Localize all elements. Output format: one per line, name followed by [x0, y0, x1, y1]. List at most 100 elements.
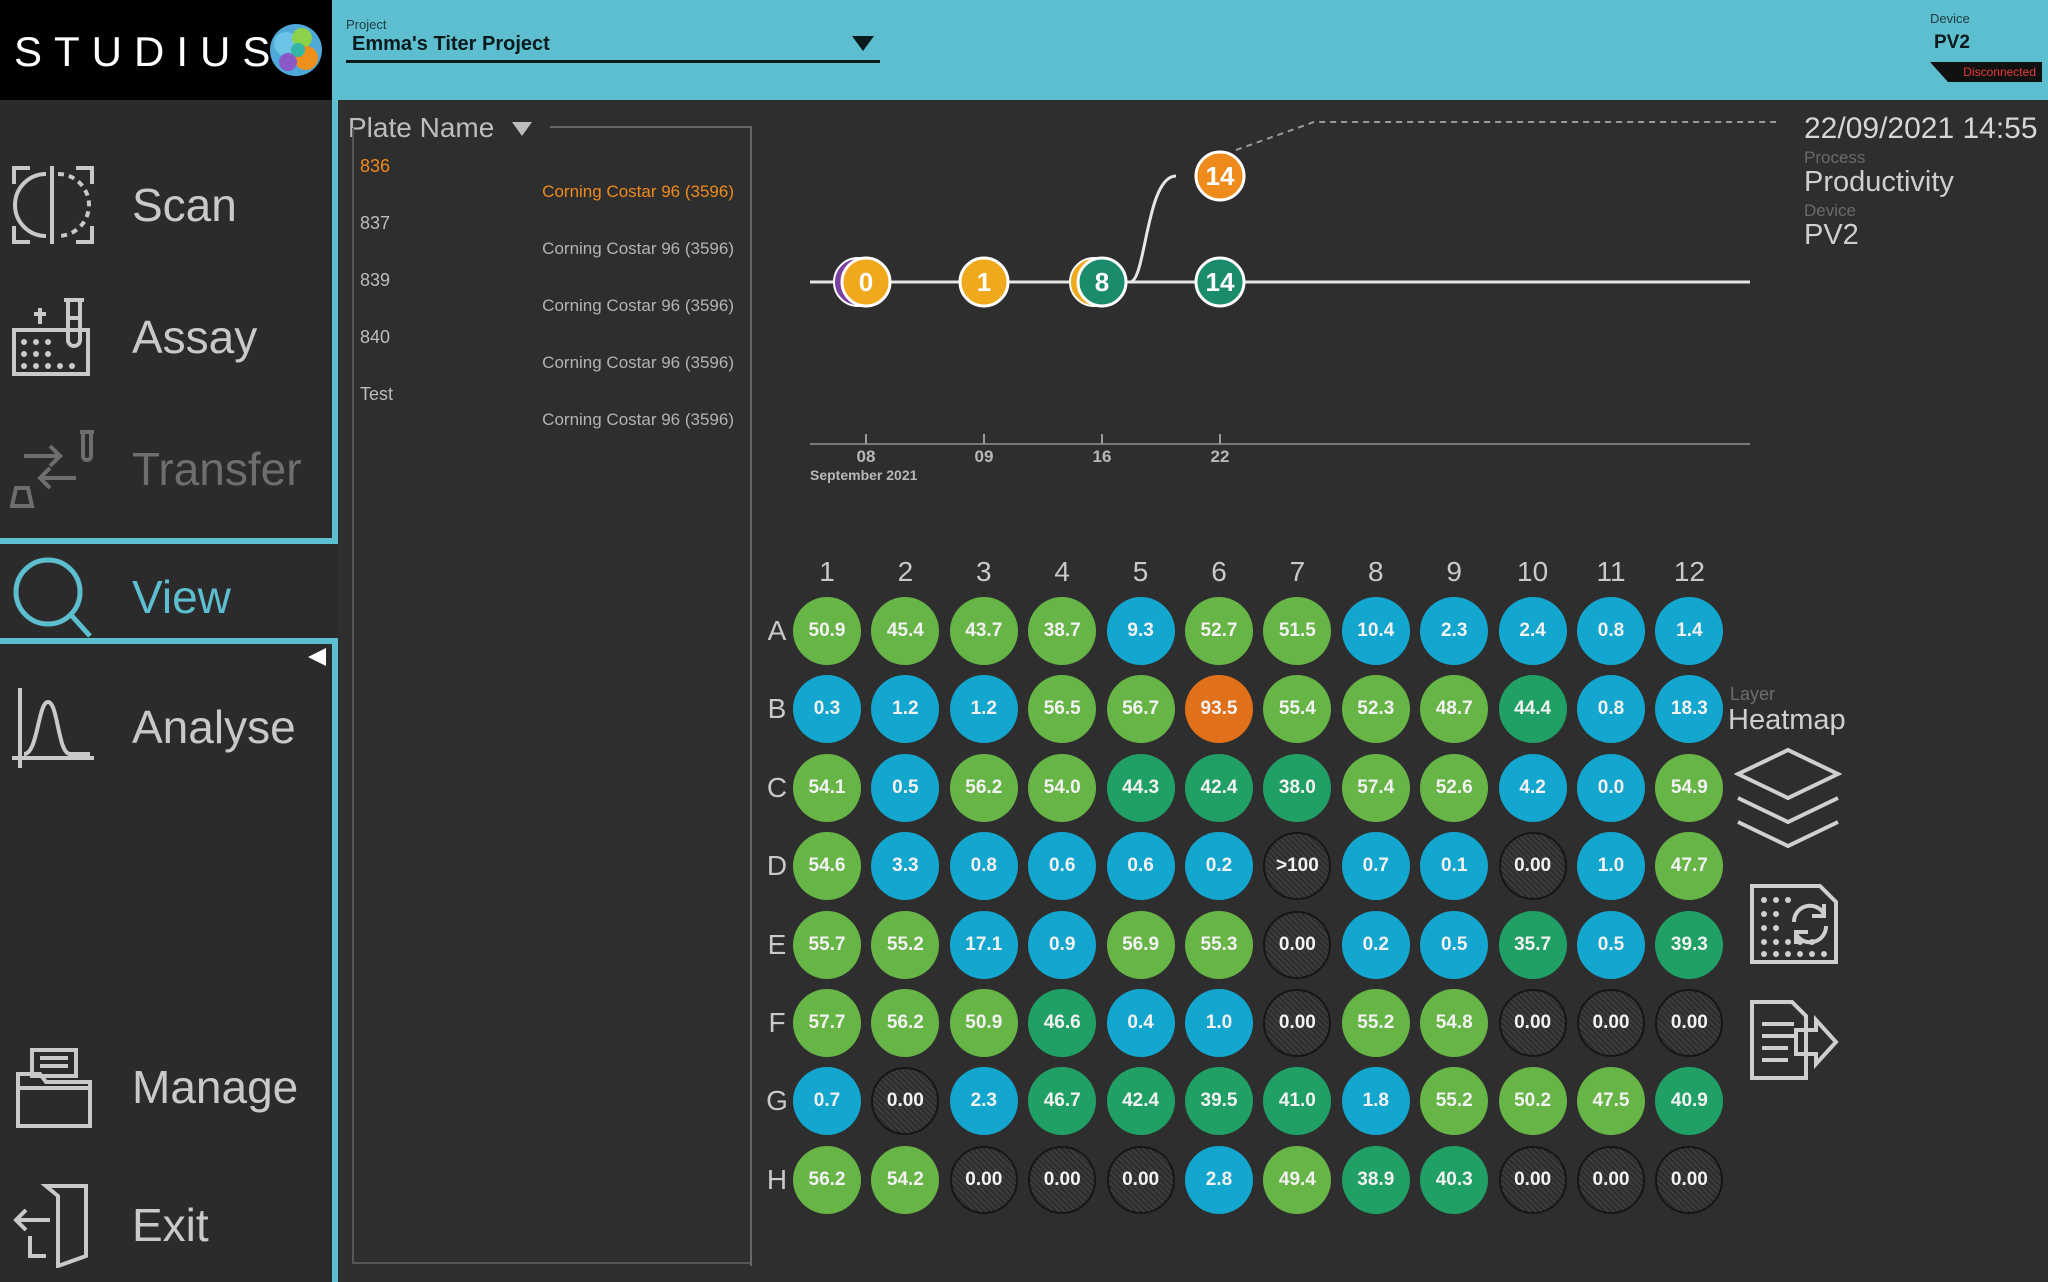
well-C2[interactable]: 0.5: [871, 753, 940, 822]
well-B11[interactable]: 0.8: [1577, 675, 1645, 744]
well-H11[interactable]: 0.00: [1577, 1145, 1645, 1214]
well-B7[interactable]: 55.4: [1263, 675, 1332, 744]
well-A5[interactable]: 9.3: [1106, 597, 1175, 665]
well-D3[interactable]: 0.8: [949, 832, 1018, 901]
well-A8[interactable]: 10.4: [1341, 597, 1410, 665]
well-D2[interactable]: 3.3: [871, 832, 940, 901]
well-H10[interactable]: 0.00: [1498, 1145, 1567, 1214]
well-F6[interactable]: 1.0: [1185, 989, 1253, 1057]
plate-list-item[interactable]: 840 Corning Costar 96 (3596): [360, 327, 740, 384]
well-A7[interactable]: 51.5: [1263, 597, 1332, 665]
well-E8[interactable]: 0.2: [1341, 910, 1410, 979]
well-G7[interactable]: 41.0: [1263, 1067, 1332, 1136]
well-G12[interactable]: 40.9: [1655, 1067, 1724, 1136]
plate-list-item[interactable]: 837 Corning Costar 96 (3596): [360, 213, 740, 270]
well-A2[interactable]: 45.4: [871, 597, 940, 665]
well-E11[interactable]: 0.5: [1577, 910, 1645, 979]
well-E3[interactable]: 17.1: [949, 910, 1018, 979]
well-E5[interactable]: 56.9: [1106, 910, 1175, 979]
timeline-marker[interactable]: 1: [958, 256, 1010, 308]
well-F8[interactable]: 55.2: [1341, 989, 1410, 1057]
plate-list-item[interactable]: 839 Corning Costar 96 (3596): [360, 270, 740, 327]
well-E12[interactable]: 39.3: [1655, 910, 1724, 979]
well-A12[interactable]: 1.4: [1655, 597, 1724, 665]
well-G5[interactable]: 42.4: [1106, 1067, 1175, 1136]
sidebar-item-analyse[interactable]: Analyse: [0, 662, 332, 782]
well-H9[interactable]: 40.3: [1420, 1145, 1489, 1214]
well-E2[interactable]: 55.2: [871, 910, 940, 979]
well-C3[interactable]: 56.2: [949, 753, 1018, 822]
well-D10[interactable]: 0.00: [1498, 832, 1567, 901]
sidebar-item-manage[interactable]: Manage: [0, 1022, 332, 1142]
well-C9[interactable]: 52.6: [1420, 753, 1489, 822]
well-G9[interactable]: 55.2: [1420, 1067, 1489, 1136]
export-report-icon[interactable]: [1748, 998, 1840, 1082]
well-F3[interactable]: 50.9: [949, 989, 1018, 1057]
well-H2[interactable]: 54.2: [871, 1145, 940, 1214]
well-C5[interactable]: 44.3: [1106, 753, 1175, 822]
sidebar-item-scan[interactable]: Scan: [0, 140, 332, 260]
well-B1[interactable]: 0.3: [793, 675, 861, 744]
well-A6[interactable]: 52.7: [1185, 597, 1253, 665]
collapse-arrow-icon[interactable]: [308, 648, 326, 666]
well-B2[interactable]: 1.2: [871, 675, 940, 744]
plate-list-item[interactable]: 836 Corning Costar 96 (3596): [360, 156, 740, 213]
well-F12[interactable]: 0.00: [1655, 989, 1724, 1057]
well-D1[interactable]: 54.6: [793, 832, 861, 901]
well-A9[interactable]: 2.3: [1420, 597, 1489, 665]
well-E6[interactable]: 55.3: [1185, 910, 1253, 979]
well-B3[interactable]: 1.2: [949, 675, 1018, 744]
well-H4[interactable]: 0.00: [1028, 1145, 1097, 1214]
well-D11[interactable]: 1.0: [1577, 832, 1645, 901]
well-C11[interactable]: 0.0: [1577, 753, 1645, 822]
well-F9[interactable]: 54.8: [1420, 989, 1489, 1057]
well-F5[interactable]: 0.4: [1106, 989, 1175, 1057]
well-B5[interactable]: 56.7: [1106, 675, 1175, 744]
well-G6[interactable]: 39.5: [1185, 1067, 1253, 1136]
sidebar-item-assay[interactable]: Assay: [0, 272, 332, 392]
well-H5[interactable]: 0.00: [1106, 1145, 1175, 1214]
well-C12[interactable]: 54.9: [1655, 753, 1724, 822]
well-F4[interactable]: 46.6: [1028, 989, 1097, 1057]
well-H8[interactable]: 38.9: [1341, 1145, 1410, 1214]
well-F11[interactable]: 0.00: [1577, 989, 1645, 1057]
timeline-marker[interactable]: 14: [1194, 150, 1246, 202]
plate-name-header[interactable]: Plate Name: [348, 112, 495, 143]
well-D7[interactable]: >100: [1263, 832, 1332, 901]
well-H12[interactable]: 0.00: [1655, 1145, 1724, 1214]
layer-value[interactable]: Heatmap: [1728, 704, 1846, 736]
well-B6[interactable]: 93.5: [1185, 675, 1253, 744]
well-A3[interactable]: 43.7: [949, 597, 1018, 665]
well-C6[interactable]: 42.4: [1185, 753, 1253, 822]
well-B8[interactable]: 52.3: [1341, 675, 1410, 744]
well-B12[interactable]: 18.3: [1655, 675, 1724, 744]
well-F2[interactable]: 56.2: [871, 989, 940, 1057]
well-F7[interactable]: 0.00: [1263, 989, 1332, 1057]
well-G3[interactable]: 2.3: [949, 1067, 1018, 1136]
well-G4[interactable]: 46.7: [1028, 1067, 1097, 1136]
well-E7[interactable]: 0.00: [1263, 910, 1332, 979]
sidebar-item-exit[interactable]: Exit: [0, 1160, 332, 1280]
device-value[interactable]: PV2: [1934, 32, 1970, 53]
well-E4[interactable]: 0.9: [1028, 910, 1097, 979]
well-G8[interactable]: 1.8: [1341, 1067, 1410, 1136]
well-G11[interactable]: 47.5: [1577, 1067, 1645, 1136]
well-B4[interactable]: 56.5: [1028, 675, 1097, 744]
well-A10[interactable]: 2.4: [1498, 597, 1567, 665]
timeline-marker[interactable]: 8: [1069, 256, 1128, 308]
well-H1[interactable]: 56.2: [793, 1145, 861, 1214]
well-C8[interactable]: 57.4: [1341, 753, 1410, 822]
sort-caret-icon[interactable]: [512, 122, 532, 136]
well-E9[interactable]: 0.5: [1420, 910, 1489, 979]
well-C7[interactable]: 38.0: [1263, 753, 1332, 822]
well-D12[interactable]: 47.7: [1655, 832, 1724, 901]
well-G2[interactable]: 0.00: [871, 1067, 940, 1136]
well-C4[interactable]: 54.0: [1028, 753, 1097, 822]
well-C10[interactable]: 4.2: [1498, 753, 1567, 822]
well-B10[interactable]: 44.4: [1498, 675, 1567, 744]
well-A4[interactable]: 38.7: [1028, 597, 1097, 665]
well-E1[interactable]: 55.7: [793, 910, 861, 979]
well-H6[interactable]: 2.8: [1185, 1145, 1253, 1214]
sidebar-item-view[interactable]: View: [0, 532, 332, 652]
well-D8[interactable]: 0.7: [1341, 832, 1410, 901]
